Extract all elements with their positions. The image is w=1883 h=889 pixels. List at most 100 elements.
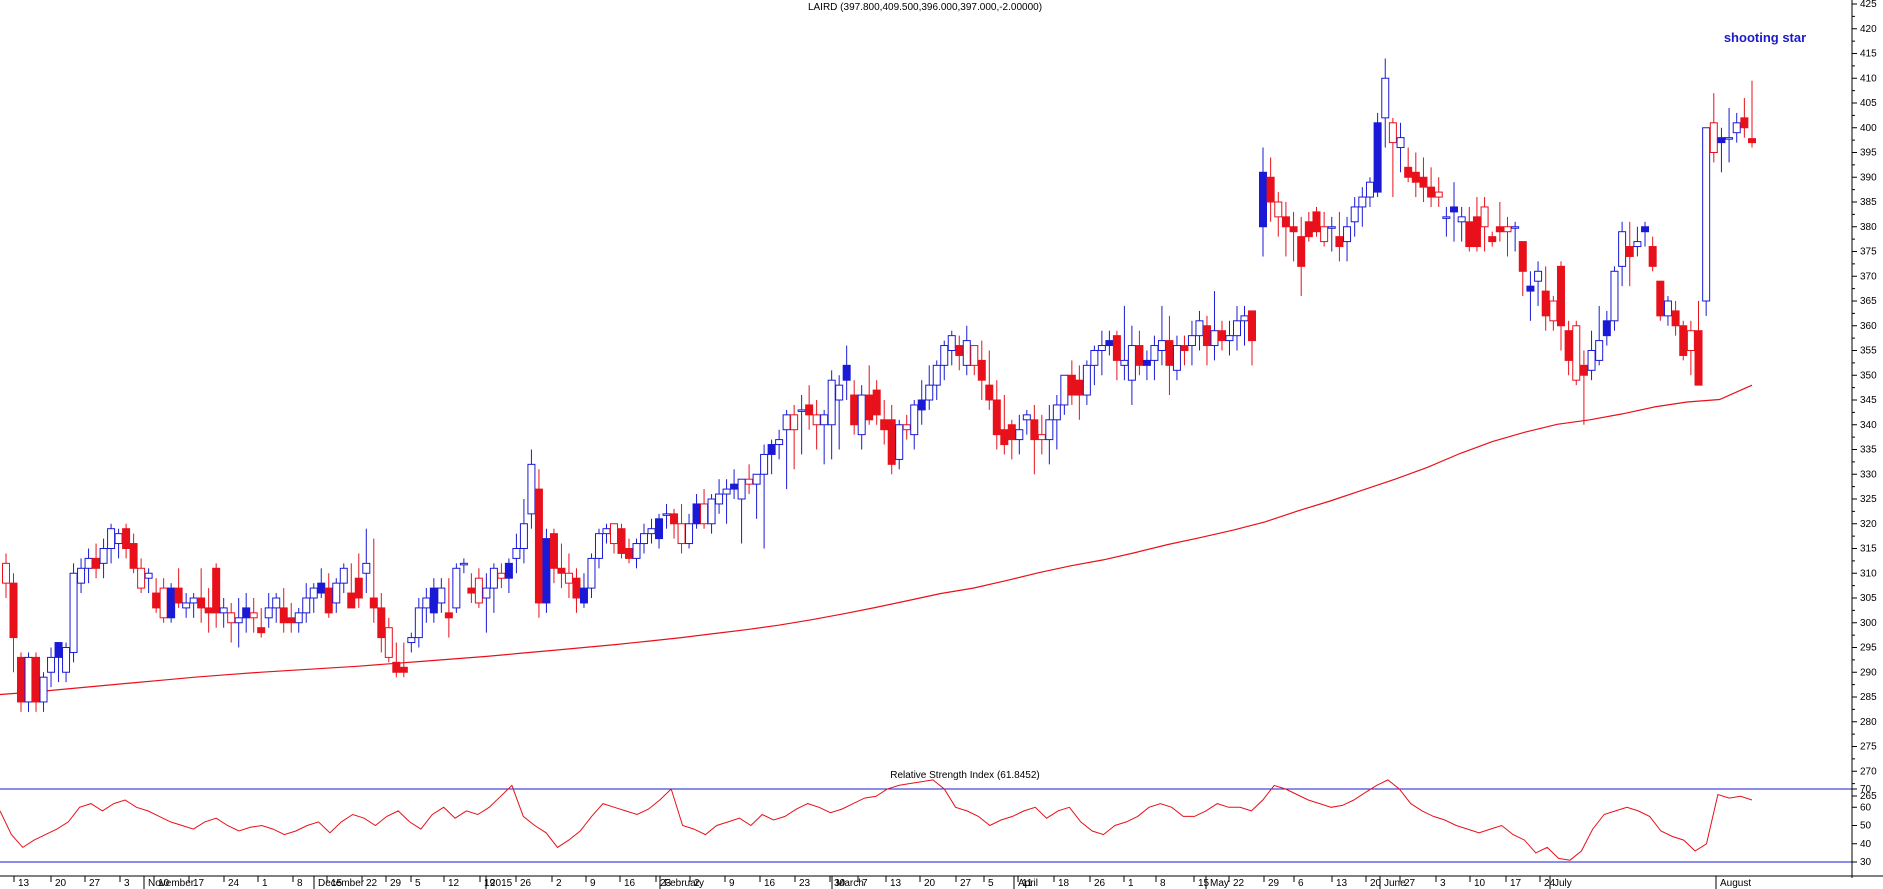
x-tick-label: 2 <box>694 878 700 889</box>
candle-body <box>1240 315 1249 322</box>
candle-body <box>1304 221 1313 238</box>
y-tick-label: 355 <box>1860 346 1877 357</box>
candle-body <box>534 488 543 604</box>
candle-body <box>1702 127 1711 302</box>
candle-body <box>1495 226 1504 233</box>
candle-body <box>1671 310 1680 327</box>
y-tick-label: 375 <box>1860 247 1877 258</box>
candle-body <box>625 548 633 559</box>
candle-body <box>77 567 86 584</box>
candle-body <box>1618 231 1627 267</box>
candle-body <box>647 528 656 535</box>
candle-body <box>1259 171 1267 228</box>
candle-body <box>369 597 378 609</box>
y-tick-label: 310 <box>1860 568 1877 579</box>
candle-body <box>1480 206 1489 228</box>
x-tick-label: 22 <box>1233 878 1245 889</box>
y-tick-label: 350 <box>1860 370 1877 381</box>
candle-body <box>1060 374 1069 406</box>
candle-body <box>317 582 326 594</box>
candle-body <box>1266 176 1275 203</box>
candle-body <box>760 453 769 475</box>
candle-body <box>1740 117 1749 129</box>
candle-body <box>122 528 131 550</box>
candle-body <box>835 384 844 401</box>
candle-body <box>572 577 581 599</box>
candle-body <box>1587 350 1596 371</box>
candle-body <box>1142 359 1151 366</box>
candle-body <box>407 637 416 644</box>
candle-body <box>1648 246 1657 267</box>
candle-body <box>47 656 56 673</box>
candle-body <box>512 548 521 559</box>
candle-body <box>1358 196 1367 208</box>
x-tick-label: 5 <box>415 878 421 889</box>
candle-body <box>1503 226 1512 233</box>
y-tick-label: 265 <box>1860 791 1877 802</box>
candle-body <box>1434 191 1443 198</box>
candle-body <box>1663 300 1672 317</box>
candle-body <box>1404 166 1413 178</box>
rsi-line <box>0 779 1753 861</box>
x-tick-label: 16 <box>764 878 776 889</box>
x-tick-label: 30 <box>834 878 846 889</box>
candle-body <box>609 523 618 545</box>
candle-body <box>1150 345 1159 361</box>
candle-body <box>264 607 273 619</box>
candle-body <box>452 567 461 609</box>
x-tick-label: 13 <box>1336 878 1348 889</box>
x-tick-label: 13 <box>18 878 30 889</box>
candle-body <box>842 364 851 381</box>
month-label: May <box>1210 878 1229 889</box>
x-tick-label: 24 <box>228 878 240 889</box>
x-tick-label: 6 <box>1298 878 1304 889</box>
candle-body <box>294 612 303 624</box>
candle-body <box>99 548 108 564</box>
y-tick-label: 335 <box>1860 445 1877 456</box>
candle-body <box>129 543 138 569</box>
candle-body <box>242 607 251 619</box>
x-tick-label: 27 <box>1404 878 1416 889</box>
x-tick-label: 20 <box>55 878 67 889</box>
candle-body <box>1195 320 1204 337</box>
candle-body <box>377 607 386 639</box>
candle-body <box>962 340 971 366</box>
candle-body <box>632 543 641 559</box>
candle-body <box>564 572 573 584</box>
candle-body <box>474 577 483 604</box>
x-tick-label: 26 <box>520 878 532 889</box>
candle-body <box>227 612 236 624</box>
candle-body <box>1157 340 1166 352</box>
candle-body <box>1488 236 1497 243</box>
candle-body <box>932 364 941 386</box>
candle-body <box>1411 171 1420 183</box>
candle-body <box>1396 137 1405 149</box>
candle-body <box>422 597 431 609</box>
candle-body <box>730 483 739 490</box>
candle-body <box>159 587 168 619</box>
candle-body <box>339 567 348 584</box>
x-tick-label: 26 <box>1094 878 1106 889</box>
x-tick-label: 18 <box>1058 878 1070 889</box>
candle-body <box>437 587 446 604</box>
x-tick-label: 27 <box>89 878 101 889</box>
x-tick-label: 8 <box>297 878 303 889</box>
y-tick-label: 285 <box>1860 692 1877 703</box>
candle-body <box>1633 241 1642 248</box>
candle-body <box>895 424 904 460</box>
candle-body <box>880 419 889 431</box>
candle-body <box>354 577 363 599</box>
x-tick-label: 13 <box>890 878 902 889</box>
candle-body <box>1112 335 1121 361</box>
candle-body <box>167 587 176 619</box>
candle-body <box>1732 122 1741 134</box>
candle-body <box>1534 270 1543 282</box>
candle-body <box>797 409 806 412</box>
y-tick-label: 385 <box>1860 197 1877 208</box>
x-tick-label: 12 <box>448 878 460 889</box>
candle-body <box>782 414 791 431</box>
candle-body <box>1037 434 1046 441</box>
candle-body <box>775 439 784 446</box>
candle-body <box>1556 265 1565 327</box>
candle-body <box>467 587 476 594</box>
